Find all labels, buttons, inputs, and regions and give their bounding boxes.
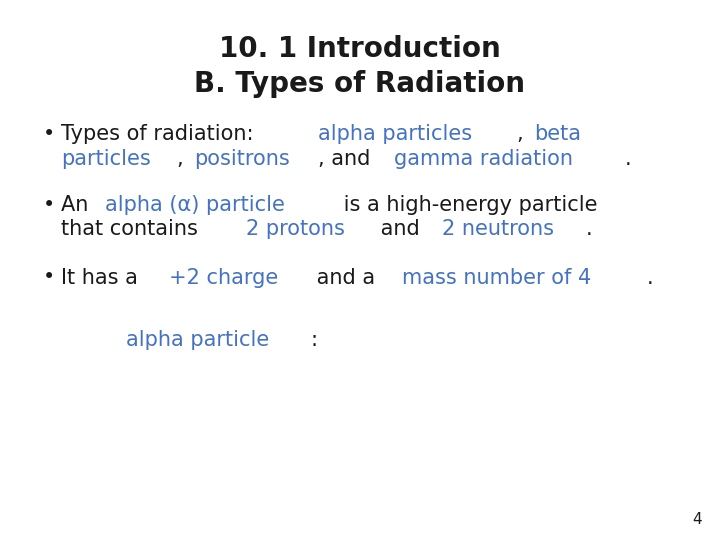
Text: It has a: It has a — [61, 267, 145, 287]
Text: alpha (α) particle: alpha (α) particle — [105, 194, 285, 214]
Text: positrons: positrons — [194, 148, 290, 168]
Text: and: and — [374, 219, 426, 239]
Text: 2 neutrons: 2 neutrons — [441, 219, 554, 239]
Text: B. Types of Radiation: B. Types of Radiation — [194, 70, 526, 98]
Text: Types of radiation:: Types of radiation: — [61, 124, 261, 144]
Text: An: An — [61, 194, 95, 214]
Text: beta: beta — [534, 124, 581, 144]
Text: ,: , — [177, 148, 190, 168]
Text: alpha particle: alpha particle — [126, 329, 269, 349]
Text: •: • — [43, 267, 55, 287]
Text: +2 charge: +2 charge — [169, 267, 278, 287]
Text: , and: , and — [318, 148, 377, 168]
Text: that contains: that contains — [61, 219, 204, 239]
Text: 2 protons: 2 protons — [246, 219, 345, 239]
Text: gamma radiation: gamma radiation — [394, 148, 573, 168]
Text: .: . — [586, 219, 593, 239]
Text: is a high-energy particle: is a high-energy particle — [337, 194, 598, 214]
Text: 10. 1 Introduction: 10. 1 Introduction — [219, 35, 501, 63]
Text: ,: , — [517, 124, 530, 144]
Text: alpha particles: alpha particles — [318, 124, 472, 144]
Text: •: • — [43, 194, 55, 214]
Text: 4: 4 — [693, 511, 702, 526]
Text: particles: particles — [61, 148, 151, 168]
Text: .: . — [647, 267, 653, 287]
Text: .: . — [625, 148, 631, 168]
Text: •: • — [43, 124, 55, 144]
Text: mass number of 4: mass number of 4 — [402, 267, 592, 287]
Text: and a: and a — [310, 267, 382, 287]
Text: :: : — [311, 329, 318, 349]
